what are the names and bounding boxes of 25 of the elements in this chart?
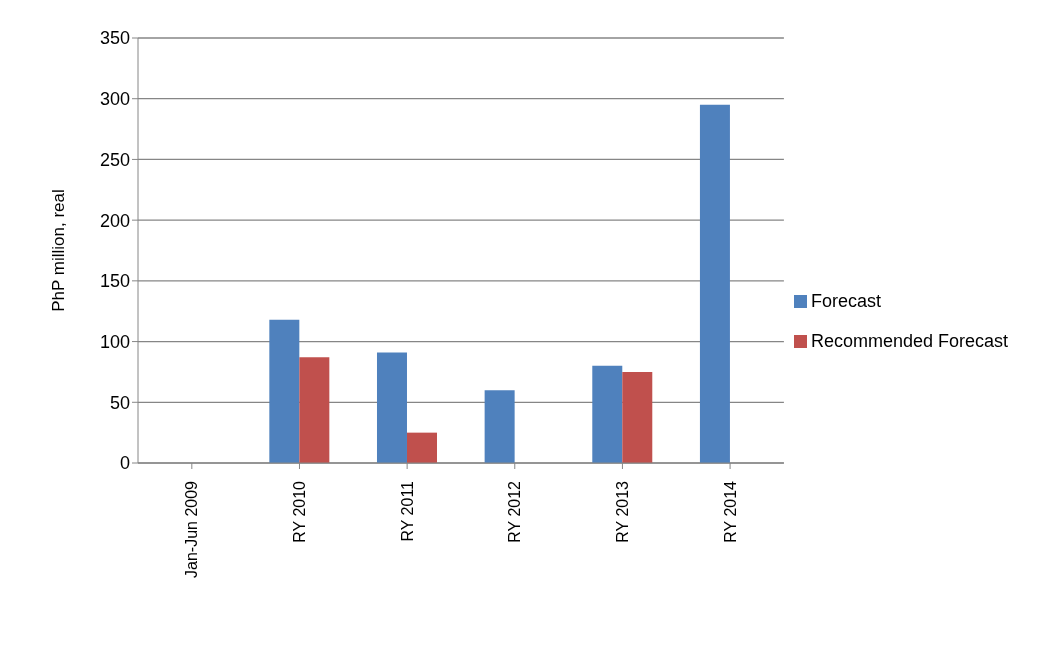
bar: [269, 319, 300, 463]
x-tick-label: RY 2013: [613, 480, 631, 543]
x-tick-label: RY 2011: [398, 480, 416, 542]
x-tick-label: RY 2010: [290, 480, 308, 543]
x-tick-label: Jan-Jun 2009: [183, 480, 201, 578]
x-tick-label: RY 2012: [506, 480, 524, 543]
x-tick-label: RY 2014: [721, 480, 739, 543]
bar: [592, 365, 623, 463]
legend-label: Forecast: [810, 290, 881, 311]
bar: [699, 104, 730, 463]
y-tick-label: 300: [99, 89, 130, 110]
y-tick-label: 350: [99, 28, 130, 49]
y-tick-label: 250: [99, 149, 130, 170]
y-tick-label: 200: [99, 210, 130, 231]
bar: [484, 390, 515, 463]
y-tick-label: 100: [99, 331, 130, 352]
bar: [299, 357, 330, 463]
bar: [376, 352, 407, 463]
y-tick-label: 150: [99, 271, 130, 292]
y-tick-label: 50: [109, 392, 130, 413]
bar: [406, 432, 437, 463]
y-tick-label: 0: [119, 453, 130, 474]
bar: [622, 371, 653, 463]
y-axis-title: PhP million, real: [49, 189, 69, 312]
legend-label: Recommended Forecast: [810, 330, 1008, 351]
